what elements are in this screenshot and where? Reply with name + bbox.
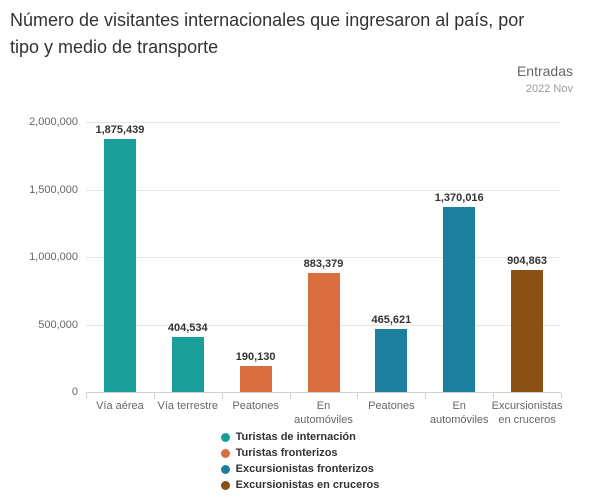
x-axis-line [86,392,561,393]
bar-3[interactable] [239,366,272,392]
bar-7[interactable] [511,270,544,392]
legend-wrap: Turistas de internación Turistas fronteri… [0,431,600,492]
legend-item-1[interactable]: Turistas de internación [220,431,380,444]
bar-value-label: 404,534 [167,322,208,334]
legend-item-4[interactable]: Excursionistas en cruceros [220,479,380,492]
x-axis-tick [221,393,223,399]
legend: Turistas de internación Turistas fronteri… [220,431,380,492]
x-axis-tick [561,393,562,399]
gridline [86,189,561,191]
legend-item-label: Turistas de internación [235,431,356,443]
legend-marker-icon [220,465,230,474]
x-axis-label: Peatones [232,400,279,412]
gridline [86,122,561,123]
bar-value-label: 883,379 [303,258,344,270]
bar-1[interactable] [103,139,136,392]
bar-6[interactable] [443,207,476,392]
bar-value-label: 190,130 [235,351,276,363]
entries-label: Entradas [516,63,573,79]
legend-item-3[interactable]: Excursionistas fronterizos [220,463,380,476]
bar-4[interactable] [307,273,340,392]
y-axis-label: 2,000,000 [29,116,78,128]
x-axis-tick [86,393,87,399]
x-axis-tick [153,393,155,399]
chart-title: Número de visitantes internacionales que… [10,10,525,57]
plot-area: 0 500,000 1,000,000 1,500,000 2,000,000 1,875… [29,116,562,426]
legend-item-2[interactable]: Turistas fronterizos [220,447,380,460]
y-axis-label: 1,500,000 [29,183,78,196]
x-axis-tick [357,393,359,399]
y-axis-label: 0 [71,386,78,398]
x-axis-label: En automóviles [429,400,489,426]
legend-item-label: Turistas fronterizos [235,447,338,459]
x-axis-label: Vía terrestre [157,400,219,412]
legend-item-label: Excursionistas fronterizos [235,463,374,475]
x-axis-tick [289,393,291,399]
y-axis-label: 500,000 [38,318,78,331]
bar-value-label: 1,875,439 [95,124,145,136]
x-axis-label: Excursionistas en cruceros [491,400,563,426]
legend-marker-icon [220,449,230,458]
legend-item-label: Excursionistas en cruceros [235,479,380,491]
gridline [86,257,561,258]
x-axis-tick [493,393,495,399]
x-axis-tick [425,393,427,399]
period-label: 2022 Nov [525,83,573,95]
bar-5[interactable] [375,329,408,392]
x-axis-label: En automóviles [294,400,353,426]
bar-2[interactable] [171,337,204,392]
x-axis-label: Vía aérea [96,400,144,412]
bar-value-label: 904,863 [507,255,547,267]
bar-value-label: 1,370,016 [434,192,484,204]
legend-marker-icon [220,433,230,442]
bar-value-label: 465,621 [371,314,412,326]
y-axis-label: 1,000,000 [29,251,78,263]
legend-marker-icon [220,481,230,490]
x-axis-label: Peatones [368,400,415,412]
